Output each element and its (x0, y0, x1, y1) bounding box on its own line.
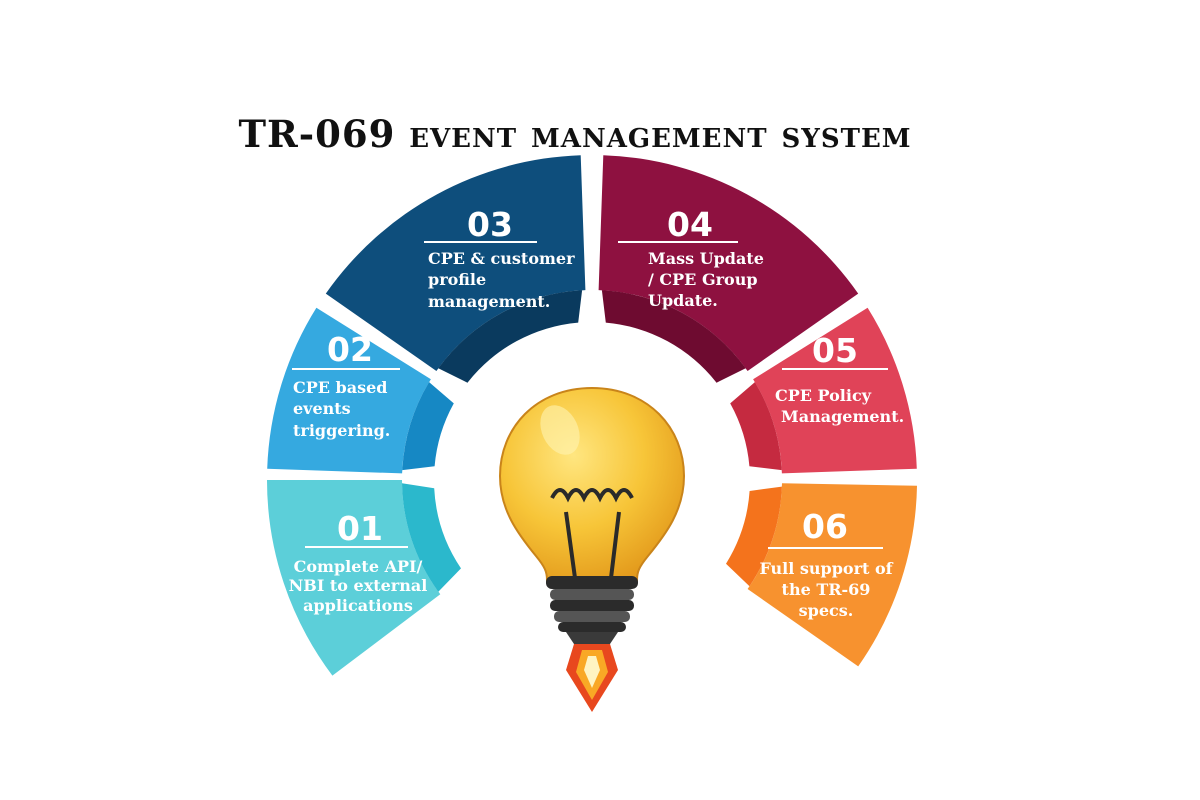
segment-03: 03 CPE & customer profile management. (325, 155, 586, 383)
segment-06-gear-lip (726, 486, 782, 587)
segment-04: 04 Mass Update / CPE Group Update. (598, 155, 859, 383)
segment-04-block (598, 155, 859, 371)
segment-01-gear-lip (402, 483, 461, 592)
rocket-flame-icon (566, 644, 618, 712)
segment-03-line-2: profile (428, 270, 486, 289)
segment-04-line-1: Mass Update (648, 249, 764, 268)
segment-05-line-2: Management. (781, 407, 904, 426)
segment-04-number: 04 (667, 205, 713, 244)
segment-03-line-3: management. (428, 292, 550, 311)
segment-05-number: 05 (812, 331, 858, 370)
segment-03-line-1: CPE & customer (428, 249, 575, 268)
segment-05: 05 CPE Policy Management. (730, 307, 917, 474)
segment-05-gear-lip (730, 382, 782, 471)
segment-06-number: 06 (802, 507, 848, 546)
segment-04-line-3: Update. (648, 291, 718, 310)
segment-05-block (753, 307, 917, 474)
segment-02-line-1: CPE based (293, 378, 387, 397)
segment-06-block (747, 483, 917, 667)
lightbulb-icon (498, 386, 686, 644)
segment-06-line-2: the TR-69 (782, 580, 871, 599)
segment-01-line-1: Complete API/ (294, 557, 423, 576)
segment-03-gear-lip (438, 290, 583, 383)
segment-01-line-3: applications (303, 596, 413, 615)
segment-02-line-2: events (293, 399, 351, 418)
segment-01: 01 Complete API/ NBI to external applica… (267, 480, 461, 676)
segment-02-line-3: triggering. (293, 421, 390, 440)
segment-02-block (267, 307, 431, 474)
segment-06-line-1: Full support of (759, 559, 893, 578)
segment-02-gear-lip (402, 382, 454, 471)
segment-01-block (267, 480, 441, 676)
segment-05-line-1: CPE Policy (775, 386, 872, 405)
segment-01-number: 01 (337, 509, 383, 548)
segment-03-number: 03 (467, 205, 513, 244)
page-title: TR-069 event management system (238, 112, 912, 156)
segment-02: 02 CPE based events triggering. (267, 307, 454, 474)
segment-06-line-3: specs. (799, 601, 854, 620)
segment-03-block (325, 155, 586, 371)
segment-02-number: 02 (327, 330, 373, 369)
segment-04-gear-lip (601, 290, 746, 383)
segment-01-line-2: NBI to external (289, 576, 428, 595)
segment-06: 06 Full support of the TR-69 specs. (726, 483, 917, 667)
segment-04-line-2: / CPE Group (648, 270, 758, 289)
